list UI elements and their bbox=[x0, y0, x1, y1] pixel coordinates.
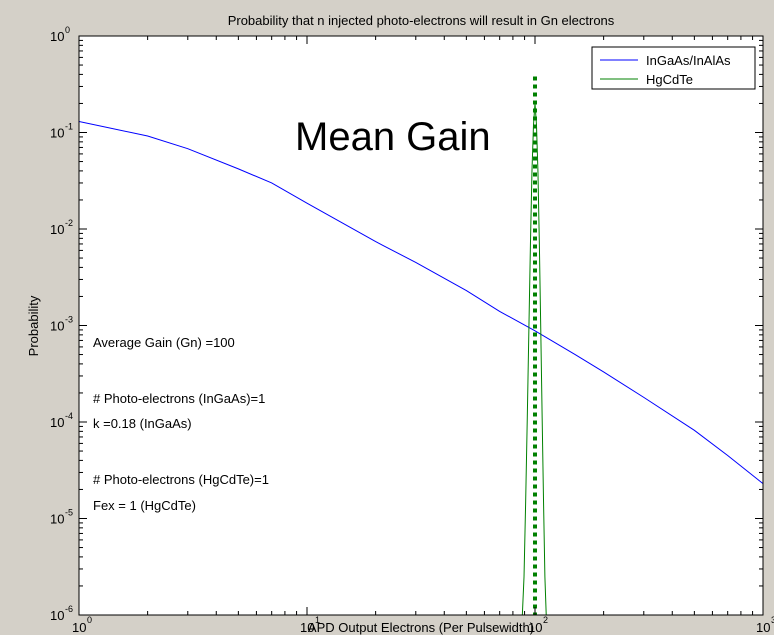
y-tick-label: 10 bbox=[50, 222, 64, 237]
y-tick-exponent: -6 bbox=[65, 604, 73, 614]
plot-area bbox=[79, 36, 763, 615]
y-tick-label: 10 bbox=[50, 126, 64, 141]
y-tick-exponent: -4 bbox=[65, 411, 73, 421]
y-axis-label: Probability bbox=[26, 295, 41, 356]
y-tick-label: 10 bbox=[50, 319, 64, 334]
x-axis-label: APD Output Electrons (Per Pulsewidth) bbox=[308, 620, 534, 635]
y-tick-exponent: 0 bbox=[65, 25, 70, 35]
x-tick-exponent: 2 bbox=[543, 615, 548, 625]
y-tick-exponent: -5 bbox=[65, 508, 73, 518]
annotation-k-ingaas: k =0.18 (InGaAs) bbox=[93, 416, 192, 431]
x-tick-label: 10 bbox=[756, 620, 770, 635]
legend: InGaAs/InAlAs HgCdTe bbox=[591, 46, 756, 90]
x-tick-label: 10 bbox=[72, 620, 86, 635]
mean-gain-label: Mean Gain bbox=[295, 115, 491, 159]
axes-layer: 10 0 10 1 10 2 10 310 -610 -510 -410 -310 -210 -110 0 bbox=[50, 25, 774, 635]
x-tick-label: 10 bbox=[528, 620, 542, 635]
chart-title: Probability that n injected photo-electr… bbox=[228, 13, 615, 28]
x-tick-exponent: 3 bbox=[771, 615, 774, 625]
plot-layer bbox=[79, 76, 763, 615]
y-tick-label: 10 bbox=[50, 29, 64, 44]
annotation-fex-hgcdte: Fex = 1 (HgCdTe) bbox=[93, 498, 196, 513]
y-tick-label: 10 bbox=[50, 415, 64, 430]
y-tick-label: 10 bbox=[50, 608, 64, 623]
series-line-0 bbox=[79, 121, 763, 484]
annotation-average-gain: Average Gain (Gn) =100 bbox=[93, 335, 235, 350]
annotation-photoelectrons-hgcdte: # Photo-electrons (HgCdTe)=1 bbox=[93, 472, 269, 487]
x-tick-exponent: 0 bbox=[87, 615, 92, 625]
y-tick-exponent: -2 bbox=[65, 218, 73, 228]
x-tick-exponent: 1 bbox=[315, 615, 320, 625]
y-tick-exponent: -3 bbox=[65, 315, 73, 325]
y-tick-label: 10 bbox=[50, 512, 64, 527]
annotation-block: Average Gain (Gn) =100 # Photo-electrons… bbox=[93, 335, 269, 513]
legend-box bbox=[591, 46, 756, 90]
legend-label-hgcdte: HgCdTe bbox=[646, 72, 693, 87]
annotation-photoelectrons-ingaas: # Photo-electrons (InGaAs)=1 bbox=[93, 391, 265, 406]
legend-label-ingaas: InGaAs/InAlAs bbox=[646, 53, 731, 68]
y-tick-exponent: -1 bbox=[65, 122, 73, 132]
x-tick-label: 10 bbox=[300, 620, 314, 635]
